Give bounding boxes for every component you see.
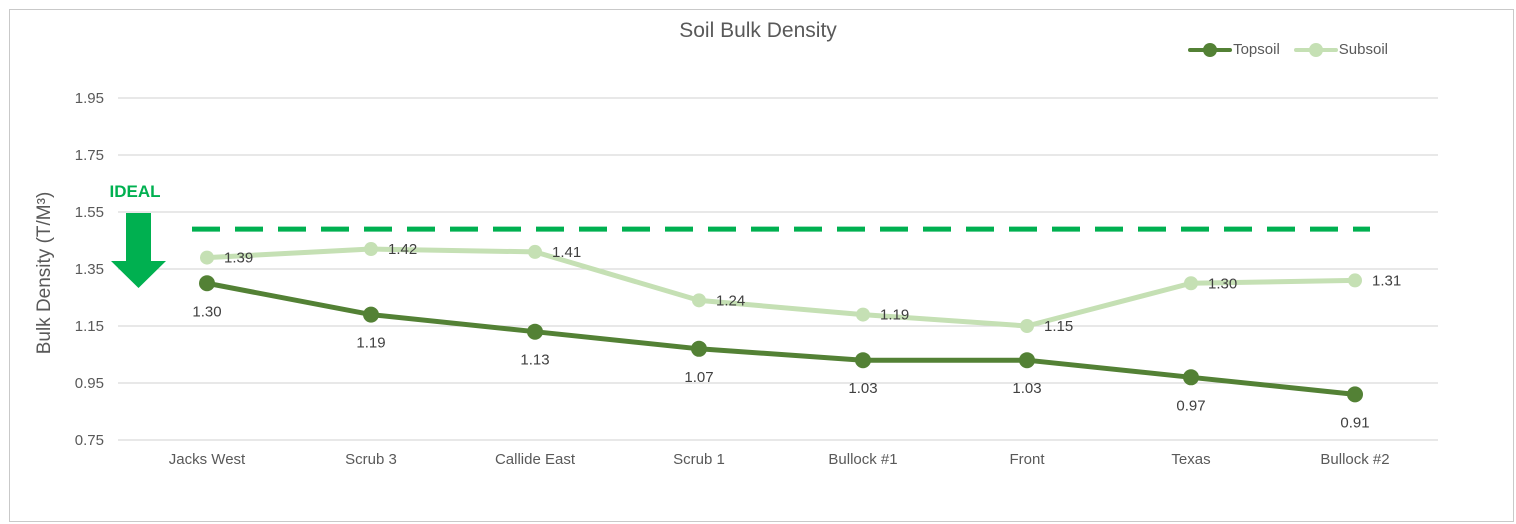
data-label-subsoil: 1.15 <box>1044 318 1073 335</box>
y-tick-label: 1.15 <box>75 318 104 335</box>
x-tick-label: Scrub 3 <box>345 451 397 468</box>
data-label-topsoil: 1.03 <box>848 380 877 397</box>
chart-canvas-border <box>9 9 1514 522</box>
subsoil-line-marker-icon <box>1293 42 1338 57</box>
data-label-topsoil: 1.03 <box>1012 380 1041 397</box>
data-label-subsoil: 1.39 <box>224 250 253 267</box>
data-point-subsoil <box>692 293 706 308</box>
data-point-subsoil <box>1184 276 1198 291</box>
legend-label-subsoil: Subsoil <box>1338 41 1388 58</box>
data-label-subsoil: 1.31 <box>1372 272 1401 289</box>
x-tick-label: Texas <box>1171 451 1210 468</box>
legend-label-topsoil: Topsoil <box>1233 41 1280 58</box>
data-label-topsoil: 0.97 <box>1176 397 1205 414</box>
data-label-subsoil: 1.42 <box>388 241 417 258</box>
data-point-subsoil <box>528 244 542 259</box>
legend: Topsoil Subsoil <box>1188 41 1388 58</box>
data-point-topsoil <box>691 340 707 357</box>
x-tick-label: Front <box>1009 451 1045 468</box>
data-point-subsoil <box>200 250 214 265</box>
legend-item-topsoil: Topsoil <box>1188 41 1280 58</box>
x-tick-label: Callide East <box>495 451 576 468</box>
y-tick-label: 1.95 <box>75 90 104 107</box>
data-label-subsoil: 1.30 <box>1208 275 1237 292</box>
y-tick-label: 1.55 <box>75 204 104 221</box>
data-label-subsoil: 1.41 <box>552 244 581 261</box>
data-label-topsoil: 0.91 <box>1340 414 1369 431</box>
data-point-subsoil <box>364 242 378 257</box>
x-tick-label: Scrub 1 <box>673 451 725 468</box>
data-point-subsoil <box>1348 273 1362 288</box>
x-tick-label: Bullock #1 <box>828 451 897 468</box>
data-label-topsoil: 1.13 <box>520 352 549 369</box>
data-point-topsoil <box>1183 369 1199 386</box>
data-point-topsoil <box>363 306 379 323</box>
ideal-annotation-label: IDEAL <box>109 182 161 201</box>
topsoil-line-marker-icon <box>1188 42 1233 57</box>
data-point-topsoil <box>527 323 543 340</box>
y-tick-label: 0.95 <box>75 375 104 392</box>
data-label-topsoil: 1.07 <box>684 369 713 386</box>
data-point-topsoil <box>199 275 215 292</box>
data-label-subsoil: 1.24 <box>716 292 745 309</box>
series-line-topsoil <box>206 280 1356 397</box>
data-point-subsoil <box>856 307 870 322</box>
data-label-topsoil: 1.30 <box>192 303 221 320</box>
data-point-subsoil <box>1020 319 1034 333</box>
series-line-subsoil <box>206 246 1356 329</box>
x-tick-label: Bullock #2 <box>1320 451 1389 468</box>
y-axis-title: Bulk Density (T/M³) <box>34 191 55 355</box>
x-tick-label: Jacks West <box>169 451 246 468</box>
data-point-topsoil <box>855 352 871 369</box>
chart-title: Soil Bulk Density <box>679 19 837 42</box>
y-tick-label: 0.75 <box>75 432 104 449</box>
data-label-topsoil: 1.19 <box>356 335 385 352</box>
legend-item-subsoil: Subsoil <box>1293 41 1388 58</box>
ideal-down-arrow-icon <box>111 213 166 288</box>
data-point-topsoil <box>1019 352 1035 369</box>
data-point-topsoil <box>1347 386 1363 403</box>
y-tick-label: 1.75 <box>75 147 104 164</box>
y-tick-label: 1.35 <box>75 261 104 278</box>
data-label-subsoil: 1.19 <box>880 307 909 324</box>
